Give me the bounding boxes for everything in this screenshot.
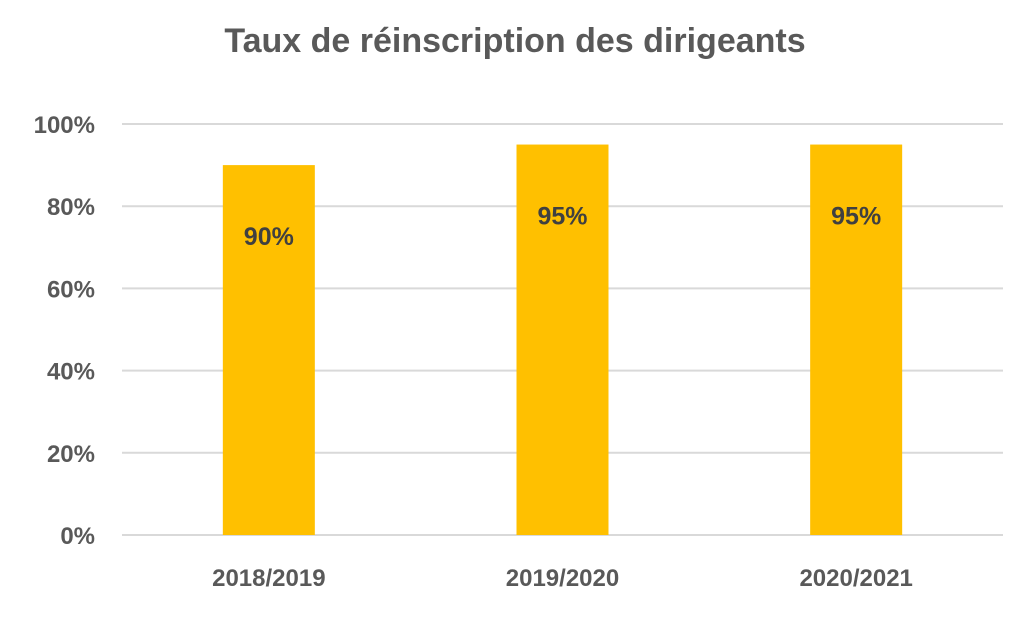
y-axis-ticks: 0% 20% 40% 60% 80% 100% xyxy=(34,112,95,550)
y-tick-label: 80% xyxy=(47,194,95,221)
data-label: 95% xyxy=(831,203,881,231)
x-tick-label: 2020/2021 xyxy=(799,565,912,592)
bars: 90% 95% 95% xyxy=(222,144,903,536)
x-tick-label: 2018/2019 xyxy=(212,565,325,592)
data-label: 90% xyxy=(244,223,294,251)
bar xyxy=(516,144,609,536)
y-tick-label: 60% xyxy=(47,276,95,303)
chart-title: Taux de réinscription des dirigeants xyxy=(224,22,806,60)
x-axis-ticks: 2018/2019 2019/2020 2020/2021 xyxy=(212,565,913,592)
data-label: 95% xyxy=(537,203,587,231)
y-tick-label: 0% xyxy=(60,523,95,550)
bar xyxy=(222,165,315,535)
y-tick-label: 100% xyxy=(34,112,95,139)
x-tick-label: 2019/2020 xyxy=(506,565,619,592)
bar xyxy=(810,144,903,536)
y-tick-label: 40% xyxy=(47,359,95,386)
y-tick-label: 20% xyxy=(47,441,95,468)
